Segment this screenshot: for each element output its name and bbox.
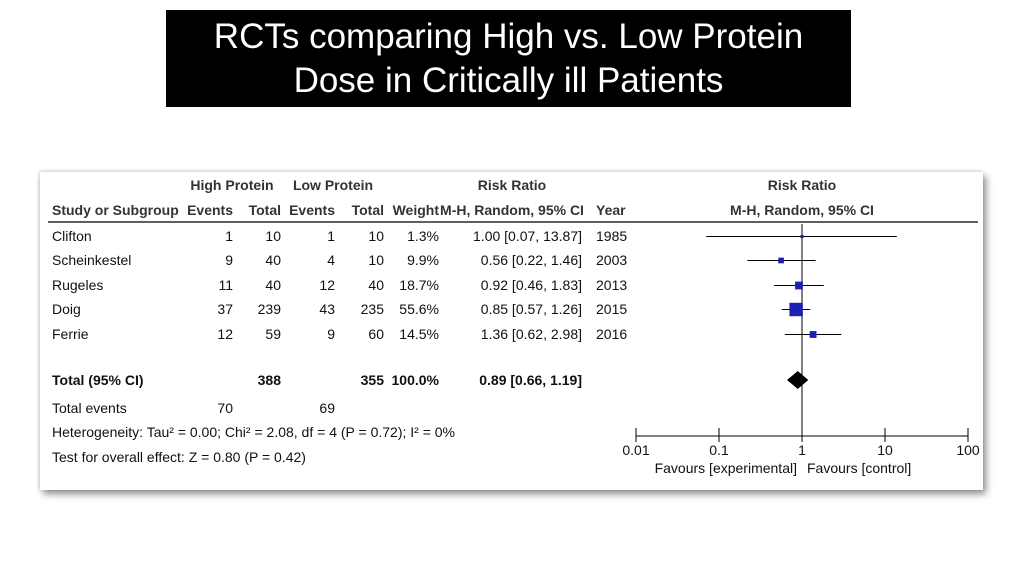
ci-text-clifton: 1.00 [0.07, 13.87]	[473, 228, 582, 244]
effect-marker-scheinkestel	[778, 257, 784, 264]
exp-events-ferrie: 12	[217, 326, 233, 342]
x-axis-tick-label-0: 0.01	[622, 442, 649, 458]
effect-marker-clifton	[800, 235, 804, 238]
header-low-protein: Low Protein	[293, 177, 373, 193]
ctrl-total-doig: 235	[361, 301, 385, 317]
total-events-label: Total events	[52, 400, 127, 416]
exp-total-doig: 239	[258, 301, 282, 317]
overall-effect-text: Test for overall effect: Z = 0.80 (P = 0…	[52, 449, 306, 465]
header-risk-ratio: Risk Ratio	[478, 177, 546, 193]
header-year: Year	[596, 202, 626, 218]
slide-title: RCTs comparing High vs. Low Protein Dose…	[166, 10, 851, 107]
ci-text-ferrie: 1.36 [0.62, 2.98]	[481, 326, 582, 342]
header-plot-risk-ratio: Risk Ratio	[768, 177, 836, 193]
slide-title-line1: RCTs comparing High vs. Low Protein	[213, 17, 804, 56]
header-study: Study or Subgroup	[52, 202, 179, 218]
effect-marker-ferrie	[809, 331, 817, 338]
total-ctrl-total: 355	[361, 372, 385, 388]
x-axis-tick-label-3: 10	[877, 442, 893, 458]
exp-events-doig: 37	[217, 301, 233, 317]
ctrl-events-clifton: 1	[327, 228, 335, 244]
exp-events-scheinkestel: 9	[225, 252, 233, 268]
ctrl-events-doig: 43	[319, 301, 335, 317]
x-axis-tick-label-4: 100	[956, 442, 980, 458]
header-ctrl-total: Total	[352, 202, 384, 218]
exp-total-clifton: 10	[265, 228, 281, 244]
header-plot-method: M-H, Random, 95% CI	[730, 202, 874, 218]
ctrl-events-ferrie: 9	[327, 326, 335, 342]
total-exp-total: 388	[258, 372, 282, 388]
forest-plot: High Protein Low Protein Risk Ratio Risk Ra…	[48, 177, 980, 476]
exp-total-rugeles: 40	[265, 277, 281, 293]
x-axis-tick-label-1: 0.1	[709, 442, 729, 458]
study-name-scheinkestel: Scheinkestel	[52, 252, 131, 268]
ctrl-total-scheinkestel: 10	[368, 252, 384, 268]
total-events-exp: 70	[217, 400, 233, 416]
year-doig: 2015	[596, 301, 627, 317]
study-name-doig: Doig	[52, 301, 81, 317]
x-axis-tick-label-2: 1	[798, 442, 806, 458]
header-exp-total: Total	[249, 202, 281, 218]
weight-clifton: 1.3%	[407, 228, 439, 244]
ci-text-doig: 0.85 [0.57, 1.26]	[481, 301, 582, 317]
exp-total-ferrie: 59	[265, 326, 281, 342]
ctrl-events-scheinkestel: 4	[327, 252, 335, 268]
total-weight: 100.0%	[392, 372, 440, 388]
weight-rugeles: 18.7%	[399, 277, 439, 293]
ctrl-total-rugeles: 40	[368, 277, 384, 293]
year-clifton: 1985	[596, 228, 627, 244]
ctrl-events-rugeles: 12	[319, 277, 335, 293]
header-ctrl-events: Events	[289, 202, 335, 218]
slide-title-line2: Dose in Critically ill Patients	[293, 61, 724, 100]
favours-control-label: Favours [control]	[807, 460, 911, 476]
header-exp-events: Events	[187, 202, 233, 218]
year-rugeles: 2013	[596, 277, 627, 293]
study-name-rugeles: Rugeles	[52, 277, 103, 293]
effect-marker-rugeles	[795, 281, 803, 290]
header-high-protein: High Protein	[190, 177, 273, 193]
total-events-ctrl: 69	[319, 400, 335, 416]
exp-events-rugeles: 11	[218, 277, 233, 293]
ctrl-total-clifton: 10	[368, 228, 384, 244]
effect-marker-doig	[789, 302, 803, 317]
heterogeneity-text: Heterogeneity: Tau² = 0.00; Chi² = 2.08,…	[52, 424, 455, 440]
weight-doig: 55.6%	[399, 301, 439, 317]
weight-scheinkestel: 9.9%	[407, 252, 439, 268]
study-name-ferrie: Ferrie	[52, 326, 89, 342]
exp-total-scheinkestel: 40	[265, 252, 281, 268]
ci-text-scheinkestel: 0.56 [0.22, 1.46]	[481, 252, 582, 268]
ctrl-total-ferrie: 60	[368, 326, 384, 342]
forest-plot-panel: High Protein Low Protein Risk Ratio Risk Ra…	[40, 172, 983, 490]
ci-text-rugeles: 0.92 [0.46, 1.83]	[481, 277, 582, 293]
weight-ferrie: 14.5%	[399, 326, 439, 342]
year-scheinkestel: 2003	[596, 252, 627, 268]
year-ferrie: 2016	[596, 326, 627, 342]
header-rr-method: M-H, Random, 95% CI	[440, 202, 584, 218]
pooled-effect-diamond	[787, 371, 809, 389]
study-name-clifton: Clifton	[52, 228, 92, 244]
total-label: Total (95% CI)	[52, 372, 144, 388]
total-ci-text: 0.89 [0.66, 1.19]	[479, 372, 582, 388]
exp-events-clifton: 1	[225, 228, 233, 244]
header-weight: Weight	[393, 202, 440, 218]
favours-experimental-label: Favours [experimental]	[655, 460, 797, 476]
